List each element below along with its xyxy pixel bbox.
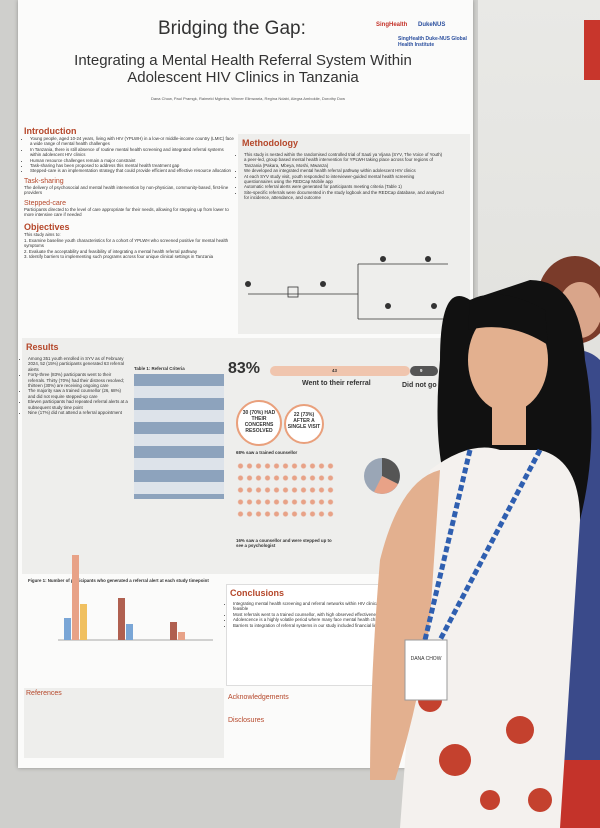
bullet: At each SYV study visit, youth responded… bbox=[244, 174, 444, 185]
logo: SingHealth bbox=[376, 22, 408, 28]
subheading: Stepped-care bbox=[24, 199, 67, 207]
progress-bar-rest bbox=[410, 366, 438, 376]
heading: References bbox=[26, 690, 62, 697]
bullet: Adolescence is a highly volatile period … bbox=[233, 617, 467, 622]
dress bbox=[400, 447, 580, 828]
bullet: Barriers to integration of referral syst… bbox=[233, 623, 467, 628]
bullet: Site-specific referrals were documented … bbox=[244, 190, 444, 201]
figure-title: Figure 1: Number of participants who gen… bbox=[28, 578, 209, 583]
bullet: Integrating mental health screening and … bbox=[233, 601, 467, 612]
count: 9 bbox=[420, 368, 423, 373]
dress-flowers bbox=[418, 688, 552, 812]
bullet-list: Integrating mental health screening and … bbox=[227, 601, 467, 628]
intro-section: Introduction Young people, aged 10-24 ye… bbox=[24, 126, 234, 260]
bullet: We developed an integrated mental health… bbox=[244, 168, 444, 173]
bullet: Stepped-care is an implementation strate… bbox=[30, 168, 234, 173]
bullet: Nine (17%) did not attend a referral app… bbox=[28, 410, 128, 415]
numbered-list: 1. Examine baseline youth characteristic… bbox=[24, 238, 234, 260]
poster-header: Bridging the Gap: bbox=[158, 18, 306, 39]
arm bbox=[370, 470, 440, 780]
label: 68% saw a trained counsellor bbox=[236, 450, 298, 455]
badge bbox=[404, 639, 448, 701]
results-section: Results Among 351 youth enrolled in SYV … bbox=[22, 338, 468, 574]
heading: Objectives bbox=[24, 222, 70, 233]
percent: 83% bbox=[228, 360, 261, 377]
label: Went to their referral bbox=[302, 380, 371, 387]
heading: Introduction bbox=[24, 126, 77, 136]
pie-chart bbox=[364, 458, 400, 494]
list-item: 3. Identify barriers to implementing suc… bbox=[24, 254, 214, 260]
flowchart bbox=[245, 256, 448, 320]
neck bbox=[492, 405, 526, 445]
poster: Bridging the Gap: SingHealth DukeNUS Sin… bbox=[18, 0, 473, 768]
bullet: In Tanzania, there is still absence of r… bbox=[30, 147, 234, 158]
paragraph: Participants directed to the level of ca… bbox=[24, 206, 229, 218]
table-title: Table 1: Referral Criteria bbox=[134, 366, 185, 371]
list-item: 1. Examine baseline youth characteristic… bbox=[24, 237, 229, 249]
paragraph: The delivery of psychosocial and mental … bbox=[24, 184, 229, 196]
label: 16% saw a counsellor and were stepped up… bbox=[236, 538, 332, 549]
bullet: Young people, aged 10-24 years, living w… bbox=[30, 136, 234, 147]
logo: SingHealth Duke-NUS Global Health Instit… bbox=[398, 36, 467, 48]
poster-title: Integrating a Mental Health Referral Sys… bbox=[74, 52, 412, 86]
stat-bubble: 22 (73%) AFTER A SINGLE VISIT bbox=[284, 404, 324, 444]
count: 43 bbox=[332, 368, 337, 373]
authors: Dana Chow, Paul Pramgk, Raimeld Mgimba, … bbox=[150, 96, 346, 101]
lanyard bbox=[422, 448, 543, 642]
badge-name: DANA CHOW bbox=[411, 656, 442, 662]
ack-section: Acknowledgements Disclosures bbox=[228, 694, 378, 724]
logo: DukeNUS bbox=[418, 22, 446, 28]
criteria-table bbox=[134, 374, 224, 499]
bullet: Forty-three (83%) participants went to t… bbox=[28, 372, 128, 388]
red-sign bbox=[584, 20, 600, 80]
bullet-list: This study is nested within the randomis… bbox=[238, 152, 444, 201]
bullet: Human resource challenges remain a major… bbox=[30, 158, 234, 163]
paragraph: This study aims to: bbox=[24, 232, 61, 238]
references-section: References bbox=[24, 688, 224, 758]
bullet: Most referrals went to a trained counsel… bbox=[233, 612, 467, 617]
bullet: Eleven participants had repeated referra… bbox=[28, 399, 128, 410]
bangs bbox=[468, 294, 548, 345]
pictogram bbox=[236, 460, 336, 518]
bullet-list: Among 351 youth enrolled in SYV as of Fe… bbox=[22, 356, 128, 415]
list-item: 2. Evaluate the acceptability and feasib… bbox=[24, 248, 198, 254]
bullet: The majority saw a trained counsellor (2… bbox=[28, 388, 128, 399]
bullet-list: Young people, aged 10-24 years, living w… bbox=[24, 136, 234, 174]
heading: Results bbox=[26, 342, 59, 352]
stat-bubble: 30 (70%) HAD THEIR CONCERNS RESOLVED bbox=[236, 400, 282, 446]
heading: Methodology bbox=[242, 138, 298, 148]
label: Did not go bbox=[402, 382, 437, 389]
bullet: Task-sharing has been proposed to addres… bbox=[30, 163, 234, 168]
bullet: Among 351 youth enrolled in SYV as of Fe… bbox=[28, 356, 128, 372]
progress-bar bbox=[270, 366, 410, 376]
bullet: This study is nested within the randomis… bbox=[244, 152, 444, 168]
heading: Disclosures bbox=[228, 717, 265, 724]
heading: Acknowledgements bbox=[228, 694, 289, 701]
bullet: Automatic referral alerts were generated… bbox=[244, 184, 444, 189]
bar-figure bbox=[58, 555, 213, 641]
heading: Conclusions bbox=[230, 588, 285, 598]
subheading: Task-sharing bbox=[24, 177, 64, 185]
methodology-section: Methodology This study is nested within … bbox=[238, 134, 470, 334]
